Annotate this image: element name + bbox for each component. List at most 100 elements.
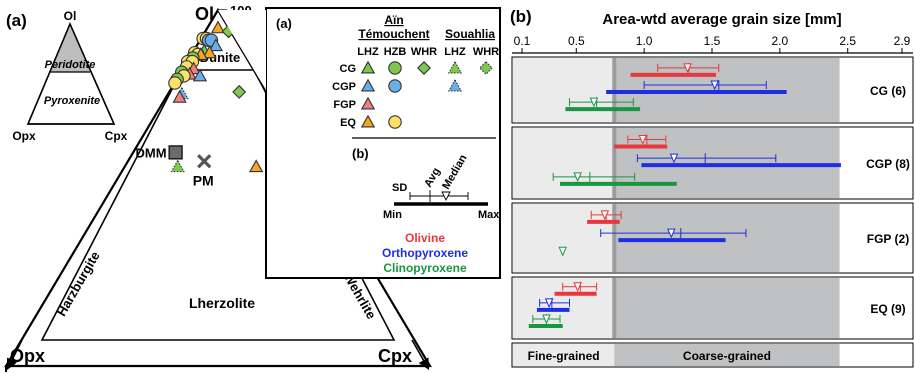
legend-mineral-olivine: Olivine — [405, 231, 445, 245]
legend-col-header: LHZ — [444, 46, 466, 58]
ternary-corner-opx: Opx — [10, 346, 45, 366]
panel-b-plot: CG (6) CGP (8) FGP (2) EQ (9) — [511, 56, 914, 340]
group-boundary-line — [612, 204, 617, 272]
inset-pyroxenite-label: Pyroxenite — [44, 95, 100, 107]
legend-corner-mask — [218, 10, 266, 90]
pm-label: PM — [193, 172, 214, 188]
group-boundary-line — [612, 128, 617, 198]
median-marker — [558, 246, 567, 257]
key-sd-label: SD — [392, 182, 407, 194]
median-marker — [600, 210, 610, 221]
pm-marker — [197, 154, 212, 169]
legend-column-headers: LHZ HZB WHR LHZ WHR — [357, 46, 499, 58]
field-lherzolite: Lherzolite — [189, 295, 255, 311]
median-marker — [638, 134, 648, 145]
ternary-point — [172, 89, 187, 103]
ternary-point — [232, 84, 247, 99]
dmm-label: DMM — [136, 145, 167, 160]
group-label: CG (6) — [870, 84, 906, 98]
ternary-corner-cpx: Cpx — [378, 346, 412, 366]
legend-group2: Souahlia — [445, 27, 495, 41]
ternary-point — [192, 68, 208, 82]
median-marker — [589, 97, 599, 108]
legend-row-label: EQ — [340, 117, 356, 129]
panel-a-label: (a) — [6, 11, 27, 30]
median-marker — [542, 314, 551, 325]
median-marker — [669, 153, 679, 164]
legend-col-header: HZB — [384, 46, 407, 58]
b-axis-tick-label: 1.0 — [636, 34, 653, 48]
bottom-coarse-label: Coarse-grained — [683, 349, 771, 363]
cpx-arrow — [411, 339, 430, 370]
legend-col-header: LHZ — [357, 46, 379, 58]
group-coarse-band — [614, 128, 840, 198]
ternary-point — [170, 159, 185, 173]
median-marker — [573, 282, 582, 292]
ternary-point — [202, 45, 217, 59]
legend-row-label: FGP — [333, 99, 356, 111]
inset-peridotite-field — [50, 24, 90, 72]
median-marker — [683, 63, 692, 74]
legend-row-label: CG — [340, 63, 357, 75]
panel-b-title: Area-wtd average grain size [mm] — [602, 11, 841, 28]
field-harzburgite: Harzburgite — [54, 249, 103, 319]
ternary-point — [249, 159, 264, 173]
inset-cpx-label: Cpx — [105, 129, 128, 143]
b-axis-tick-label: 2.0 — [772, 34, 789, 48]
bottom-fine-band — [513, 344, 615, 366]
group-fine-band — [513, 58, 615, 122]
b-axis-tick-label: 0.5 — [568, 34, 585, 48]
bottom-coarse-band — [614, 344, 840, 366]
legend-row-label: CGP — [332, 81, 356, 93]
pm-cross-b — [197, 154, 212, 169]
panel-b: (b) Area-wtd average grain size [mm] 0.1… — [510, 7, 914, 368]
legend-box: (a) Aïn Témouchent Souahlia LHZ HZB WHR LHZ… — [218, 7, 501, 279]
legend-group1-line1: Aïn — [384, 13, 403, 27]
key-median-marker — [441, 191, 451, 202]
median-marker — [710, 80, 719, 91]
legend-mineral-clinopyroxene: Clinopyroxene — [383, 261, 467, 275]
legend-swatch — [360, 60, 376, 74]
group-coarse-band — [614, 204, 840, 272]
inset-triangle-outline-top — [26, 22, 116, 125]
opx-arrow — [6, 339, 23, 371]
ternary-point — [168, 76, 182, 90]
legend-swatches — [360, 60, 493, 129]
panel-b-x-axis: 0.1 0.5 1.0 1.5 2.0 2.5 2.9 — [512, 34, 913, 54]
legend-swatch — [447, 78, 463, 92]
panel-b-label: (b) — [510, 7, 532, 26]
legend-swatch — [360, 96, 376, 110]
legend-swatch — [360, 114, 376, 128]
ternary-points — [168, 20, 264, 173]
legend-swatch — [360, 78, 376, 92]
key-max-label: Max — [478, 209, 500, 221]
group-label: FGP (2) — [867, 232, 909, 246]
legend-swatch — [447, 60, 463, 74]
legend-swatch — [417, 61, 431, 75]
legend-swatch — [479, 61, 493, 75]
b-axis-tick-label: 2.5 — [839, 34, 856, 48]
b-axis-tick-label: 0.1 — [514, 34, 531, 48]
legend-col-header: WHR — [411, 46, 437, 58]
group-boundary-line — [612, 278, 617, 338]
b-axis-tick-label: 2.9 — [894, 34, 911, 48]
median-marker — [667, 228, 676, 239]
panel-a: (a) Ol Peridotite Pyroxenite Opx Cpx 100… — [4, 3, 501, 372]
inset-opx-label: Opx — [12, 129, 36, 143]
legend-swatch — [388, 61, 402, 75]
inset-triangle: Ol Peridotite Pyroxenite Opx Cpx — [12, 9, 127, 143]
legend-label-b: (b) — [352, 146, 369, 161]
legend-swatch — [388, 79, 402, 93]
group-label: EQ (9) — [870, 302, 905, 316]
b-axis-tick-label: 1.5 — [704, 34, 721, 48]
panel-b-bottom-bar: Fine-grained Coarse-grained — [511, 342, 914, 368]
inset-apex-label: Ol — [64, 9, 77, 23]
legend-mineral-orthopyroxene: Orthopyroxene — [382, 246, 468, 260]
key-min-label: Min — [383, 209, 402, 221]
median-marker — [544, 298, 554, 309]
legend-swatch — [388, 115, 402, 129]
inset-peridotite-label: Peridotite — [45, 59, 96, 71]
legend-label-a: (a) — [276, 16, 292, 31]
group-label: CGP (8) — [866, 157, 910, 171]
